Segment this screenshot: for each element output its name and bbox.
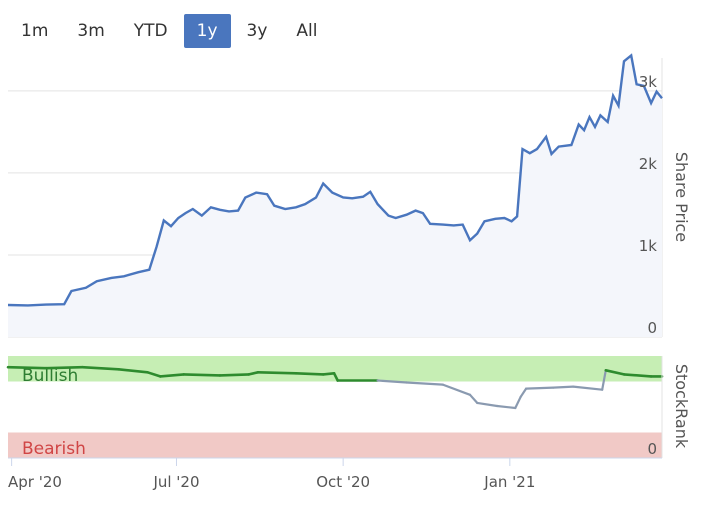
range-button-3y[interactable]: 3y (246, 21, 268, 41)
stockrank-segment (218, 373, 251, 377)
stockrank-segment (6, 365, 48, 370)
stockrank-segment (294, 371, 325, 376)
stockrank-segment (376, 379, 408, 384)
stockrank-segment (572, 385, 604, 391)
price-line (7, 53, 663, 307)
x-tick-label: Oct '20 (316, 473, 370, 491)
stockrank-segment (405, 381, 444, 386)
stockrank-segment (604, 368, 626, 376)
stockrank-segment (117, 367, 149, 374)
price-y-tick-label: 2k (639, 155, 658, 173)
stockrank-segment (256, 370, 298, 375)
range-button-ytd[interactable]: YTD (133, 21, 168, 41)
x-axis: Apr '20 Jul '20 Oct '20 Jan '21 (8, 457, 662, 491)
stockrank-segment (247, 370, 260, 376)
stockrank-segment (622, 373, 653, 378)
stockrank-segment (44, 365, 84, 370)
rank-y-tick-0: 0 (647, 440, 657, 458)
rank-axis-title: StockRank (672, 364, 691, 449)
price-y-tick-label: 3k (639, 73, 658, 91)
x-tick-label: Jul '20 (152, 473, 199, 491)
bearish-zone (8, 432, 662, 458)
stockrank-segment (441, 383, 472, 396)
range-button-all[interactable]: All (296, 21, 318, 41)
x-tick-label: Jan '21 (483, 473, 535, 491)
stockrank-segment (81, 365, 120, 371)
stockrank-segment (514, 395, 522, 410)
price-y-ticks: 0 1k 2k 3k (639, 73, 658, 337)
stockrank-line (6, 365, 664, 410)
stockrank-segment (332, 371, 340, 382)
rank-panel: Bullish Bearish 0 StockRank (6, 356, 691, 459)
range-button-1y[interactable]: 1y (183, 14, 231, 48)
stockrank-segment (519, 387, 528, 398)
stockrank-segment (146, 370, 162, 378)
stockrank-segment (476, 401, 499, 408)
stockrank-segment (321, 371, 336, 376)
price-y-tick-label: 0 (647, 319, 657, 337)
bearish-label: Bearish (22, 439, 86, 459)
stockrank-segment (601, 369, 607, 391)
stockrank-segment (524, 386, 555, 390)
stockrank-segment (496, 404, 517, 410)
stockrank-segment (158, 373, 185, 378)
price-axis-title: Share Price (672, 152, 691, 242)
stockrank-segment (552, 385, 575, 389)
x-tick-label: Apr '20 (8, 473, 62, 491)
stockrank-segment (468, 393, 479, 404)
stockrank-segment (182, 373, 222, 377)
price-y-tick-label: 1k (639, 237, 658, 255)
price-area-fill (8, 55, 662, 337)
bullish-label: Bullish (22, 366, 78, 386)
range-button-1m[interactable]: 1m (21, 21, 49, 41)
range-selector: 1m 3m YTD 1y 3y All (8, 14, 334, 48)
range-button-3m[interactable]: 3m (77, 21, 105, 41)
